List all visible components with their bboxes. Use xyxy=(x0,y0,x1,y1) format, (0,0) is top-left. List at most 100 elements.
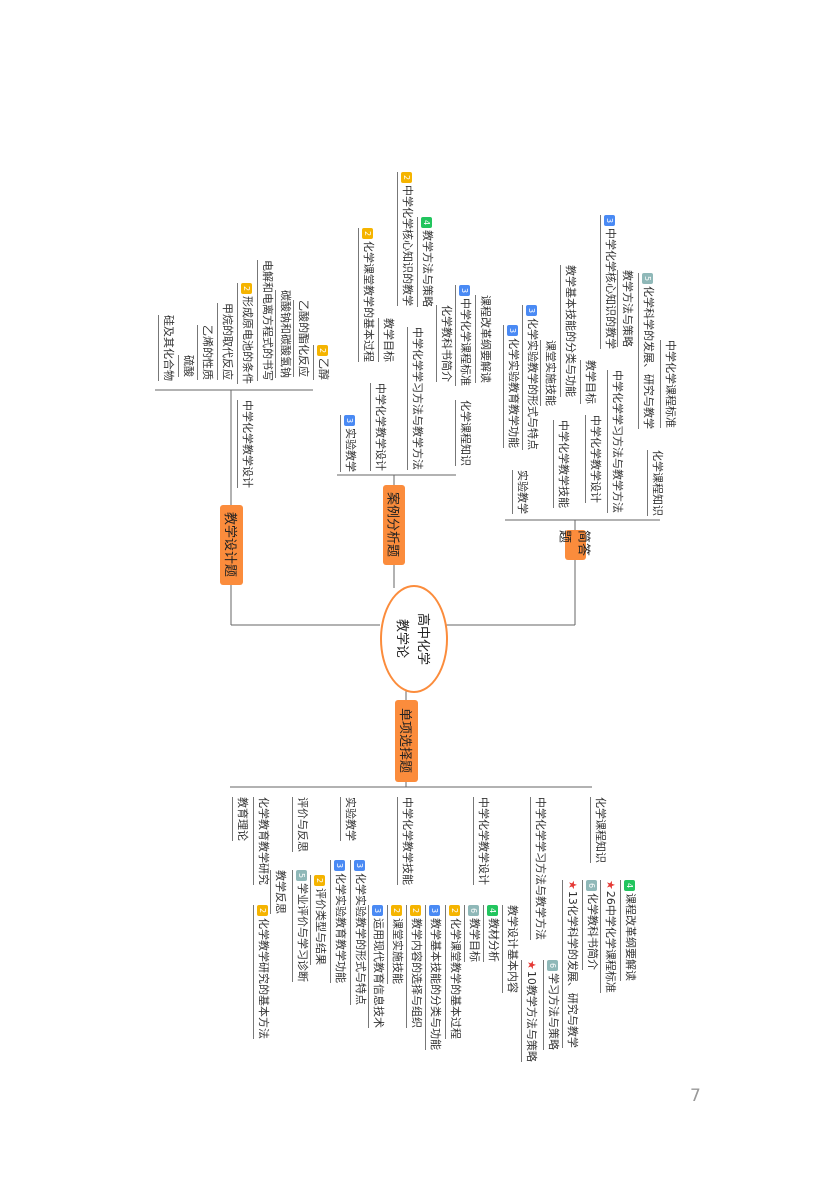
priority-badge: 4 xyxy=(624,880,635,891)
mindmap-node[interactable]: 化学课程知识 xyxy=(590,797,607,863)
mindmap-node-label: 课程改革纲要解读 xyxy=(624,893,637,981)
priority-badge: 2 xyxy=(257,905,268,916)
mindmap-node-label: 教学内容的选择与组织 xyxy=(410,918,423,1028)
mindmap-node-label: 中学化学核心知识的教学 xyxy=(604,228,617,349)
mindmap-node[interactable]: 3 中学化学核心知识的教学 xyxy=(600,215,617,349)
mindmap-node[interactable]: 碳酸钠和碳酸氢钠 xyxy=(275,290,292,378)
mindmap-node-label: 碳酸钠和碳酸氢钠 xyxy=(279,290,292,378)
mindmap-node[interactable]: 化学教科书简介 xyxy=(436,305,453,382)
mindmap-node[interactable]: 2 化学课堂教学的基本过程 xyxy=(445,905,462,1039)
mindmap-node[interactable]: 化学教育教学研究 xyxy=(253,797,270,885)
mindmap-node[interactable]: 4 教学方法与策略 xyxy=(417,217,434,307)
mindmap-node[interactable]: 中学化学教学设计 xyxy=(237,400,254,488)
mindmap-node[interactable]: 中学化学教学设计 xyxy=(585,415,602,503)
mindmap-node[interactable]: 2 课堂实施技能 xyxy=(387,905,404,984)
mindmap-node-label: 课程改革纲要解读 xyxy=(479,295,492,383)
priority-badge: 6 xyxy=(547,960,558,971)
mindmap-node-label: 硫酸 xyxy=(182,355,195,377)
mindmap-node[interactable]: 4 课程改革纲要解读 xyxy=(620,880,637,981)
mindmap-node[interactable]: 中学化学学习方法与教学方法 xyxy=(530,797,547,940)
mindmap-node[interactable]: 教学目标 xyxy=(580,360,597,404)
mindmap-node[interactable]: ★26中学化学课程标准 xyxy=(600,880,617,993)
mindmap-node[interactable]: 中学化学学习方法与教学方法 xyxy=(407,327,424,470)
mindmap-node[interactable]: 2 化学课堂教学的基本过程 xyxy=(358,228,375,362)
priority-badge: 3 xyxy=(372,905,383,916)
mindmap-node[interactable]: 教学基本技能的分类与功能 xyxy=(560,265,577,397)
mindmap-node[interactable]: 3 中学化学课程标准 xyxy=(455,285,472,386)
mindmap-node[interactable]: 2 乙醇 xyxy=(313,345,330,380)
mindmap-node-label: 教学方法与策略 xyxy=(421,230,434,307)
branch-case-analysis[interactable]: 案例分析题 xyxy=(383,485,405,565)
mindmap-node-label: 学习方法与策略 xyxy=(547,973,560,1050)
mindmap-node[interactable]: 2 化学教学研究的基本方法 xyxy=(253,905,270,1039)
mindmap-node[interactable]: 中学化学教学设计 xyxy=(473,797,490,885)
mindmap-node[interactable]: 化学课程知识 xyxy=(455,400,472,466)
star-icon: ★ xyxy=(525,960,538,970)
mindmap-node[interactable]: 2 中学化学核心知识的教学 xyxy=(397,172,414,306)
mindmap-node[interactable]: 5 学业评价与学习诊断 xyxy=(292,870,309,982)
mindmap-node[interactable]: 课程改革纲要解读 xyxy=(475,295,492,383)
mindmap-node[interactable]: 3 化学实验教育教学功能 xyxy=(503,325,520,448)
mindmap-node[interactable]: 6 学习方法与策略 xyxy=(543,960,560,1050)
mindmap-node-label: 中学化学教学设计 xyxy=(241,400,254,488)
mindmap-node-label: 中学化学课程标准 xyxy=(664,340,677,428)
mindmap-node[interactable]: 中学化学课程标准 xyxy=(660,340,677,428)
mindmap-node[interactable]: 3 化学实验教育教学功能 xyxy=(330,860,347,983)
priority-badge: 2 xyxy=(241,283,252,294)
mindmap-node[interactable]: 2 形成原电池的条件 xyxy=(237,283,254,384)
mindmap-node[interactable]: 硅及其化合物 xyxy=(158,315,175,381)
branch-single-choice[interactable]: 单项选择题 xyxy=(395,700,418,782)
mindmap-node[interactable]: ★13化学科学的发展、研究与教学 xyxy=(562,880,579,1048)
mindmap-node[interactable]: 评价与反思 xyxy=(292,797,309,852)
mindmap-node-label: 教学设计基本内容 xyxy=(506,905,519,993)
mindmap-node[interactable]: 甲烷的取代反应 xyxy=(217,303,234,380)
branch-teaching-design[interactable]: 教学设计题 xyxy=(220,505,243,585)
central-topic[interactable]: 高中化学 教学论 xyxy=(380,585,448,693)
mindmap-node[interactable]: 硫酸 xyxy=(178,355,195,377)
mindmap-node-label: 乙酸的酯化反应 xyxy=(297,300,310,377)
mindmap-node[interactable]: 化学课程知识 xyxy=(647,450,664,516)
mindmap-node[interactable]: 乙酸的酯化反应 xyxy=(293,300,310,377)
mindmap-node-label: 中学化学学习方法与教学方法 xyxy=(411,327,424,470)
mindmap-node[interactable]: 5 化学科学的发展、研究与教学 xyxy=(638,273,655,429)
mindmap-node-label: 形成原电池的条件 xyxy=(241,296,254,384)
mindmap-node-label: 教学基本技能的分类与功能 xyxy=(429,918,442,1050)
mindmap-node[interactable]: 中学化学教学技能 xyxy=(553,420,570,508)
mindmap-node[interactable]: 电解和电离方程式的书写 xyxy=(257,260,274,381)
mindmap-node[interactable]: 教学方法与策略 xyxy=(617,270,634,347)
mindmap-node-label: 化学课程知识 xyxy=(459,400,472,466)
mindmap-node[interactable]: 教学目标 xyxy=(378,318,395,362)
mindmap-node[interactable]: 中学化学教学设计 xyxy=(370,383,387,471)
mindmap-node[interactable]: 实验教学 xyxy=(512,470,529,514)
mindmap-node[interactable]: 中学化学学习方法与教学方法 xyxy=(607,370,624,513)
star-icon: ★ xyxy=(566,880,579,890)
mindmap-node[interactable]: 教学反思 xyxy=(270,870,287,914)
mindmap-node[interactable]: 实验教学 xyxy=(340,797,357,841)
mindmap-node[interactable]: 4 教材分析 xyxy=(483,905,500,962)
mindmap-node-label: 中学化学教学设计 xyxy=(477,797,490,885)
mindmap-node[interactable]: 6 化学教科书简介 xyxy=(582,880,599,970)
mindmap-node[interactable]: 3 化学实验教学的形式与特点 xyxy=(350,860,367,1005)
mindmap-node-label: 化学课程知识 xyxy=(594,797,607,863)
mindmap-node-label: 实验教学 xyxy=(516,470,529,514)
mindmap-node-label: 26中学化学课程标准 xyxy=(604,890,617,993)
star-icon: ★ xyxy=(604,880,617,890)
mindmap-node[interactable]: 3 运用现代教育信息技术 xyxy=(368,905,385,1028)
mindmap-node-label: 13化学科学的发展、研究与教学 xyxy=(566,890,579,1048)
branch-short-answer[interactable]: 简答题 xyxy=(557,530,591,560)
mindmap-node[interactable]: 乙烯的性质 xyxy=(197,325,214,380)
mindmap-node[interactable]: ★10教学方法与策略 xyxy=(521,960,538,1062)
mindmap-node[interactable]: 2 评价类型与结果 xyxy=(310,875,327,965)
mindmap-node[interactable]: 中学化学教学技能 xyxy=(397,797,414,885)
priority-badge: 3 xyxy=(344,415,355,426)
mindmap-node[interactable]: 3 实验教学 xyxy=(340,415,357,472)
mindmap-node[interactable]: 2 教学内容的选择与组织 xyxy=(406,905,423,1028)
mindmap-node-label: 课堂实施技能 xyxy=(544,340,557,406)
mindmap-node[interactable]: 3 教学基本技能的分类与功能 xyxy=(425,905,442,1050)
mindmap-node[interactable]: 教学设计基本内容 xyxy=(502,905,519,993)
mindmap-node[interactable]: 3 化学实验教学的形式与特点 xyxy=(522,305,539,450)
mindmap-node[interactable]: 教育理论 xyxy=(232,797,249,841)
priority-badge: 2 xyxy=(317,345,328,356)
mindmap-node[interactable]: 课堂实施技能 xyxy=(540,340,557,406)
mindmap-node[interactable]: 6 教学目标 xyxy=(464,905,481,962)
